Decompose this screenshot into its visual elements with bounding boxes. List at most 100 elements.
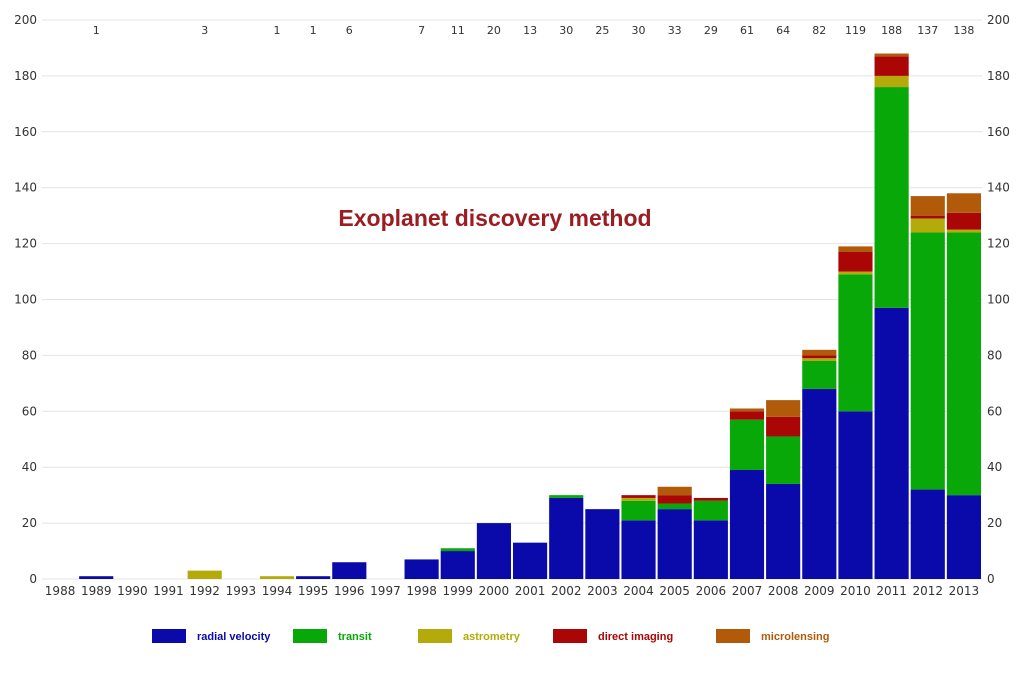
y-tick-label-right: 140 [987,181,1010,195]
bar-segment-radial-velocity-1989 [79,576,114,579]
y-tick-label-right: 180 [987,69,1010,83]
x-tick-label: 2013 [949,584,980,598]
y-tick-label-left: 20 [22,516,37,530]
bar-segment-astrometry-1992 [187,570,222,579]
bar-segment-radial-velocity-2006 [693,520,728,579]
x-tick-label: 2001 [515,584,546,598]
x-tick-label: 1998 [406,584,437,598]
x-tick-label: 1989 [81,584,112,598]
total-labels: 1 3 1 1 6 7 11 20 13 30 25 30 33 29 61 64 82 119 188 137 138 [93,24,975,37]
bar-segment-transit-2010 [838,274,873,412]
total-label: 30 [632,24,646,37]
bar-segment-direct-imaging-2006 [693,497,728,501]
bar-segment-direct-imaging-2013 [946,212,981,230]
bar-segment-microlensing-2007 [729,408,765,412]
total-label: 13 [523,24,537,37]
x-axis-tick-labels: 1988 1989 1990 1991 1992 1993 1994 1995 1996 1997… [45,584,979,598]
bar-segment-astrometry-2012 [910,218,945,233]
bar-segment-radial-velocity-2000 [476,523,511,579]
total-label: 61 [740,24,754,37]
total-label: 7 [418,24,425,37]
y-tick-label-left: 120 [14,237,37,251]
y-tick-label-left: 200 [14,13,37,27]
bar-segment-astrometry-2011 [874,75,909,88]
legend-swatch-radial-velocity [152,629,186,643]
x-tick-label: 2012 [912,584,943,598]
bar-segment-direct-imaging-2012 [910,215,945,219]
bar-segment-microlensing-2012 [910,196,945,216]
bar-segment-direct-imaging-2010 [838,251,873,272]
total-label: 1 [310,24,317,37]
total-label: 119 [845,24,866,37]
x-tick-label: 1993 [226,584,257,598]
bar-segment-transit-2005 [657,503,692,510]
y-tick-label-left: 60 [22,404,37,418]
bar-segment-direct-imaging-2007 [729,411,765,420]
bar-segment-radial-velocity-2013 [946,495,981,579]
total-label: 25 [595,24,609,37]
bar-segment-direct-imaging-2005 [657,495,692,504]
y-tick-label-right: 160 [987,125,1010,139]
bar-segment-microlensing-2010 [838,246,873,252]
bar-segment-microlensing-2011 [874,53,909,57]
legend-label-microlensing: microlensing [761,631,829,643]
total-label: 137 [917,24,938,37]
x-tick-label: 1996 [334,584,365,598]
bar-segment-radial-velocity-2001 [513,542,548,579]
total-label: 64 [776,24,790,37]
bar-segment-radial-velocity-1996 [332,562,367,579]
bar-segment-transit-2009 [802,360,837,389]
total-label: 30 [559,24,573,37]
bar-segment-radial-velocity-2011 [874,307,909,579]
total-label: 188 [881,24,902,37]
chart-title: Exoplanet discovery method [338,205,651,231]
bar-segment-transit-2004 [621,500,656,521]
y-tick-label-right: 80 [987,348,1002,362]
x-tick-label: 2010 [840,584,871,598]
bar-segment-radial-velocity-2012 [910,489,945,579]
legend-label-direct-imaging: direct imaging [598,631,673,643]
bar-segment-transit-2008 [766,436,801,484]
bar-segment-radial-velocity-2010 [838,411,873,579]
y-tick-label-left: 0 [29,572,37,586]
legend-label-transit: transit [338,631,372,643]
x-tick-label: 1990 [117,584,148,598]
bar-segment-radial-velocity-2004 [621,520,656,579]
bar-segment-transit-2013 [946,232,981,496]
bar-segment-astrometry-1994 [259,576,295,579]
legend-swatch-astrometry [418,629,452,643]
x-tick-label: 1995 [298,584,329,598]
bar-segment-direct-imaging-2011 [874,56,909,76]
bar-segment-radial-velocity-2007 [729,470,765,579]
bar-segment-astrometry-2004 [621,497,656,501]
bar-segment-transit-2002 [549,495,584,498]
total-label: 6 [346,24,353,37]
y-tick-label-right: 200 [987,13,1010,27]
y-tick-label-right: 120 [987,237,1010,251]
total-label: 33 [668,24,682,37]
x-tick-label: 2003 [587,584,618,598]
bar-segment-radial-velocity-1998 [404,559,439,579]
total-label: 1 [274,24,281,37]
y-tick-label-left: 140 [14,181,37,195]
legend-label-astrometry: astrometry [463,631,521,643]
x-tick-label: 2008 [768,584,799,598]
bar-segment-transit-2011 [874,87,909,308]
bar-segment-astrometry-2010 [838,271,873,275]
x-tick-label: 1988 [45,584,76,598]
y-tick-label-right: 60 [987,404,1002,418]
bar-segment-radial-velocity-1999 [440,551,475,579]
bar-segment-direct-imaging-2008 [766,416,801,437]
y-tick-label-left: 40 [22,460,37,474]
bar-segment-astrometry-2013 [946,229,981,233]
bar-segment-astrometry-2009 [802,358,837,361]
y-axis-right-tick-labels: 0 20 40 60 80 100 120 140 160 180 200 [987,13,1010,586]
bars [79,53,981,580]
y-tick-label-left: 80 [22,348,37,362]
y-tick-label-right: 20 [987,516,1002,530]
gridlines [42,19,982,580]
legend-swatch-transit [293,629,327,643]
x-tick-label: 2004 [623,584,654,598]
bar-segment-microlensing-2005 [657,486,692,496]
